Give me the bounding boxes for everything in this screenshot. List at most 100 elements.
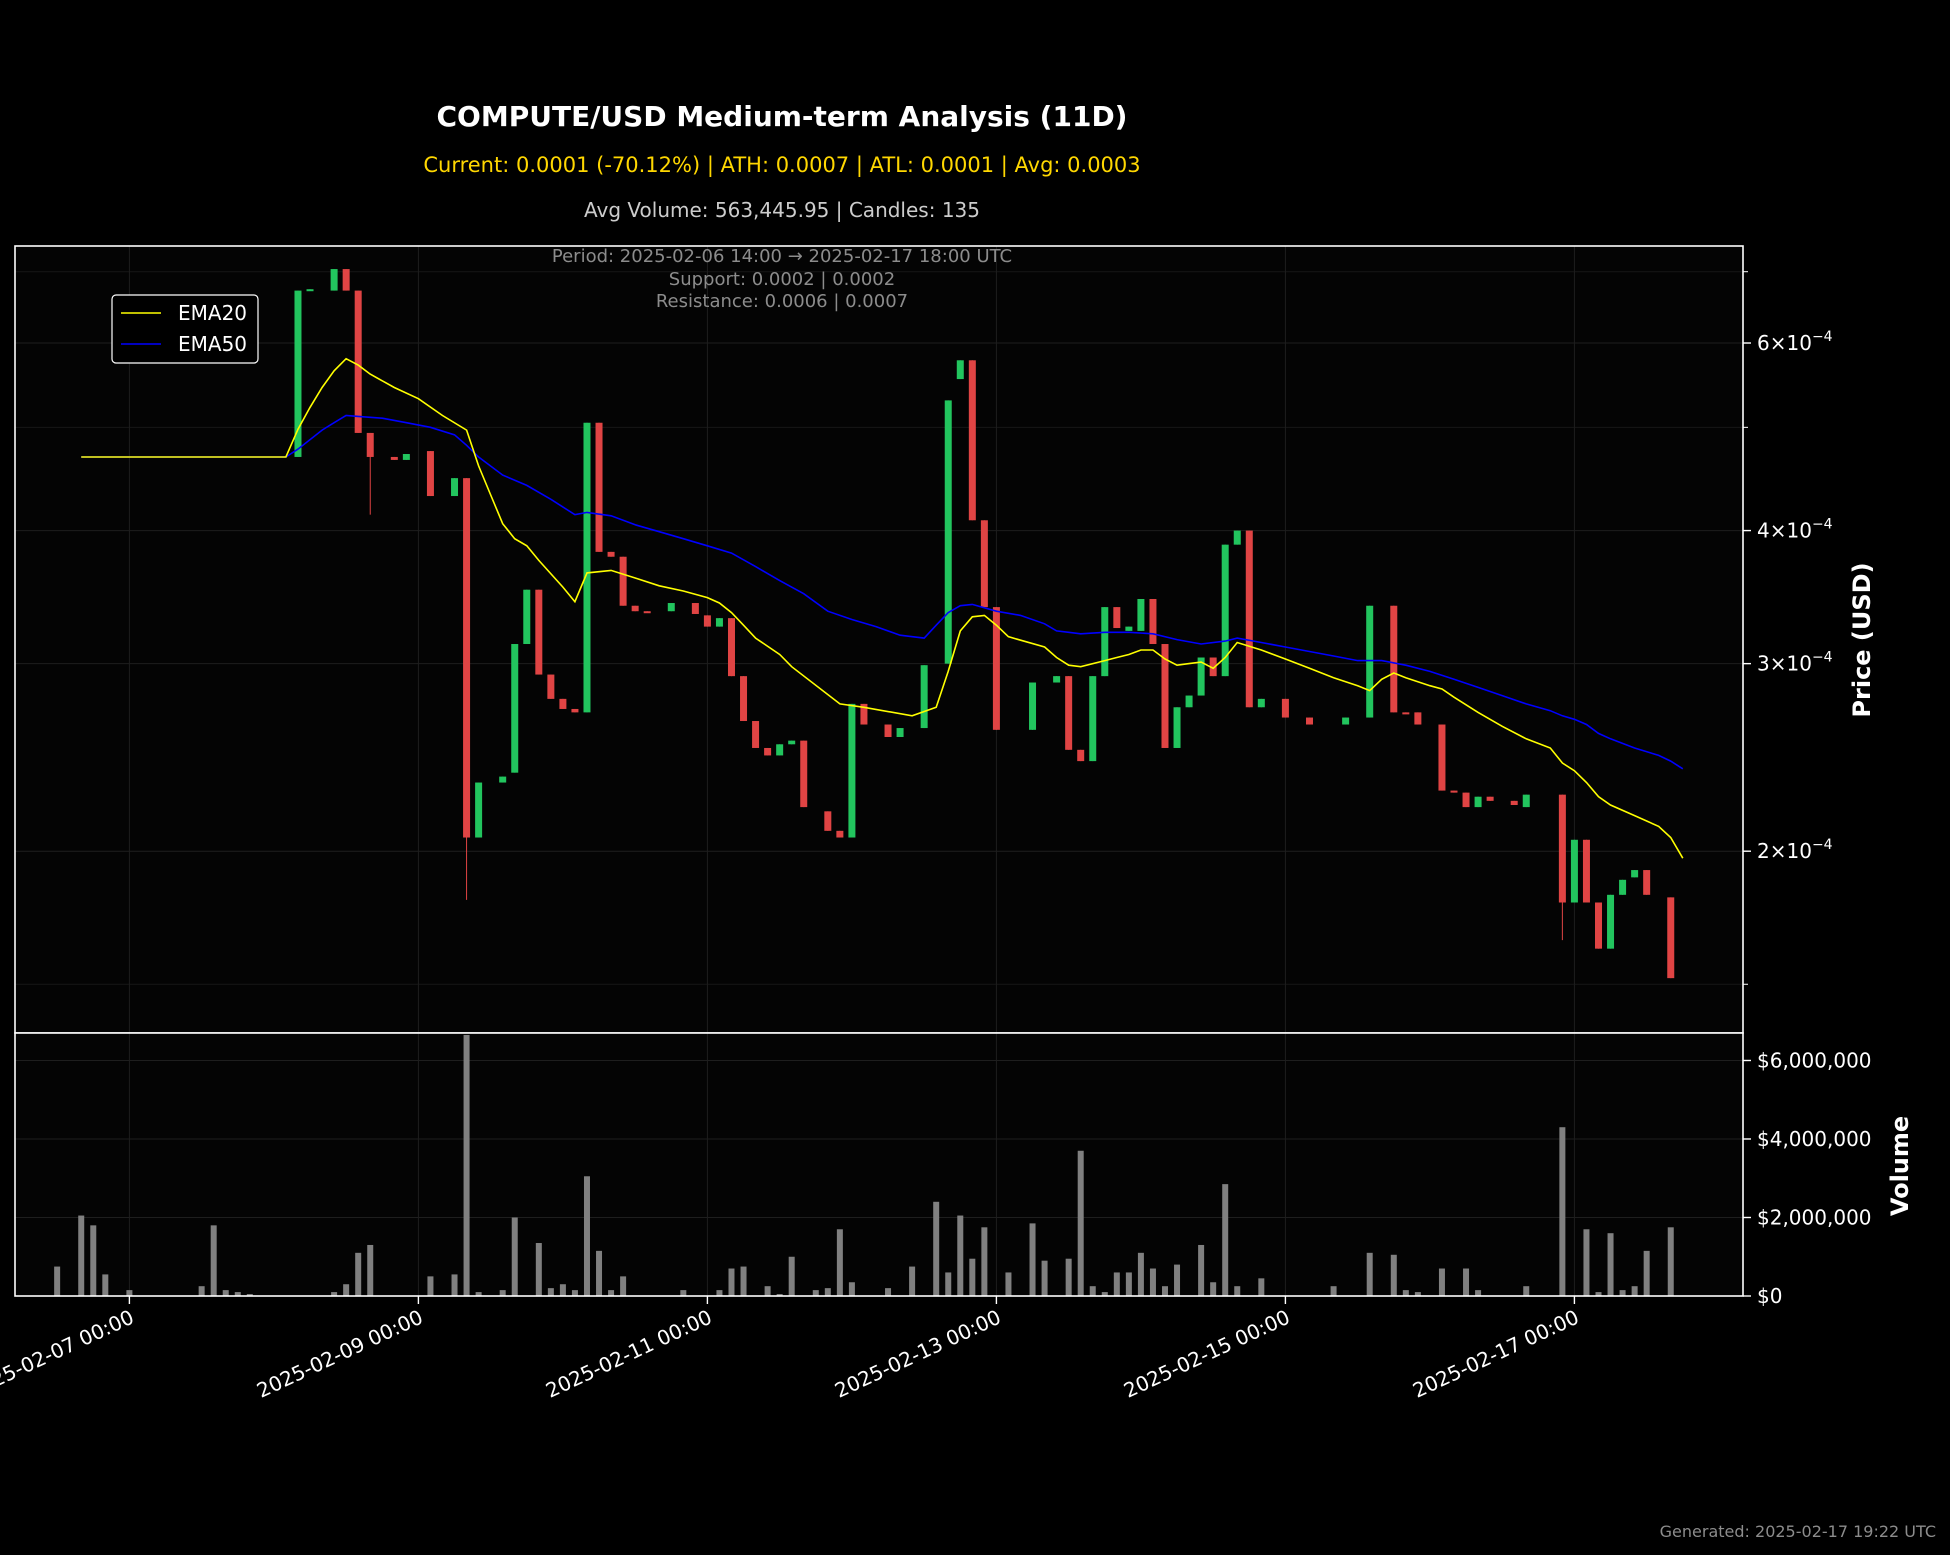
volume-bar (583, 1176, 590, 1296)
volume-bar (933, 1201, 940, 1296)
volume-bar (511, 1217, 518, 1296)
candle-down (1462, 792, 1470, 808)
volume-bar (126, 1290, 133, 1296)
volume-plot-frame (14, 1032, 1744, 1297)
candle-up (1607, 894, 1615, 949)
candle-up (294, 290, 302, 457)
candle-up (1101, 607, 1109, 677)
volume-bar (945, 1272, 952, 1296)
price-plot-area (15, 246, 1743, 1033)
legend-ema20-label: EMA20 (178, 301, 247, 325)
candle-down (619, 556, 627, 606)
volume-bar (1523, 1286, 1530, 1296)
candle-down (595, 422, 603, 552)
candle-down (559, 698, 567, 709)
volume-bar (1174, 1264, 1181, 1296)
volume-bar (981, 1227, 988, 1296)
info-period: Period: 2025-02-06 14:00 → 2025-02-17 18… (552, 246, 1012, 267)
volume-bar (1402, 1290, 1409, 1296)
volume-bar (608, 1290, 615, 1296)
price-panel: 2×10−4 3×10−4 4×10−4 6×10−4 Price (USD) Per… (14, 245, 1876, 1034)
price-tick-label: 4×10−4 (1757, 517, 1833, 543)
volume-bar (836, 1229, 843, 1296)
candle-down (463, 478, 471, 838)
candle-down (1510, 800, 1518, 806)
volume-bar (1137, 1252, 1144, 1296)
price-grid (15, 271, 1743, 985)
volume-bar (1414, 1292, 1421, 1296)
candle-down (342, 269, 350, 291)
candle-down (390, 456, 398, 460)
volume-bar (475, 1292, 482, 1296)
volume-bar (343, 1284, 350, 1296)
candle-up (511, 644, 519, 773)
candle-up (1366, 605, 1374, 718)
candle-down (607, 551, 615, 557)
volume-bar (620, 1276, 627, 1296)
candle-down (631, 605, 639, 612)
chart-subtitle: Current: 0.0001 (-70.12%) | ATH: 0.0007 … (423, 153, 1140, 178)
volume-bar (1463, 1268, 1470, 1296)
candle-down (980, 520, 988, 608)
volume-bar (54, 1266, 61, 1296)
candle-up (1029, 682, 1037, 730)
volume-bar (1619, 1290, 1626, 1296)
candle-up (956, 360, 964, 380)
volume-bar (812, 1290, 819, 1296)
volume-bar (1390, 1254, 1397, 1296)
volume-bar (596, 1250, 603, 1296)
volume-bar (1475, 1290, 1482, 1296)
volume-tick-label: $2,000,000 (1757, 1205, 1872, 1229)
volume-bar (848, 1282, 855, 1296)
candle-up (1522, 794, 1530, 808)
volume-bar (1222, 1184, 1229, 1296)
candle-down (1077, 749, 1085, 762)
candle-down (860, 703, 868, 725)
legend-box (111, 294, 259, 364)
info-resistance: Resistance: 0.0006 | 0.0007 (656, 291, 908, 312)
volume-bar (1029, 1223, 1036, 1296)
candle-up (1342, 717, 1350, 725)
chart-subtitle-volume: Avg Volume: 563,445.95 | Candles: 135 (584, 198, 980, 222)
volume-bar (427, 1276, 434, 1296)
volume-bar (1113, 1272, 1120, 1296)
candle-up (1053, 676, 1061, 683)
candle-up (1197, 657, 1205, 696)
volume-bar (957, 1215, 964, 1296)
volume-bar (451, 1274, 458, 1296)
candle-up (1137, 598, 1145, 631)
volume-bar (909, 1266, 916, 1296)
candle-up (1233, 530, 1241, 545)
volume-bar (1607, 1233, 1614, 1296)
footer-generated: Generated: 2025-02-17 19:22 UTC (1660, 1522, 1936, 1541)
candle-down (1305, 717, 1313, 725)
candle-up (330, 269, 338, 291)
candle-up (1089, 676, 1097, 762)
candle-down (1450, 790, 1458, 793)
candle-down (535, 589, 543, 675)
volume-bar (1077, 1150, 1084, 1296)
volume-bar (535, 1243, 542, 1296)
candle-down (1667, 897, 1675, 979)
candle-down (426, 451, 434, 497)
price-axis-ticks: 2×10−4 3×10−4 4×10−4 6×10−4 (1743, 271, 1833, 985)
volume-bar (355, 1252, 362, 1296)
candle-down (1209, 657, 1217, 677)
candle-down (547, 674, 555, 699)
candle-down (1594, 902, 1602, 949)
volume-bar (246, 1294, 253, 1296)
volume-bar (78, 1215, 85, 1296)
candle-down (1149, 598, 1157, 645)
candle-up (402, 454, 410, 460)
candle-down (1414, 712, 1422, 725)
candle-down (691, 603, 699, 614)
candle-down (752, 721, 760, 748)
volume-bar (680, 1290, 687, 1296)
candle-up (1185, 695, 1193, 708)
volume-bar (1631, 1286, 1638, 1296)
volume-bar (1210, 1282, 1217, 1296)
candle-down (1438, 724, 1446, 791)
candle-down (727, 618, 735, 677)
volume-bar (788, 1256, 795, 1296)
